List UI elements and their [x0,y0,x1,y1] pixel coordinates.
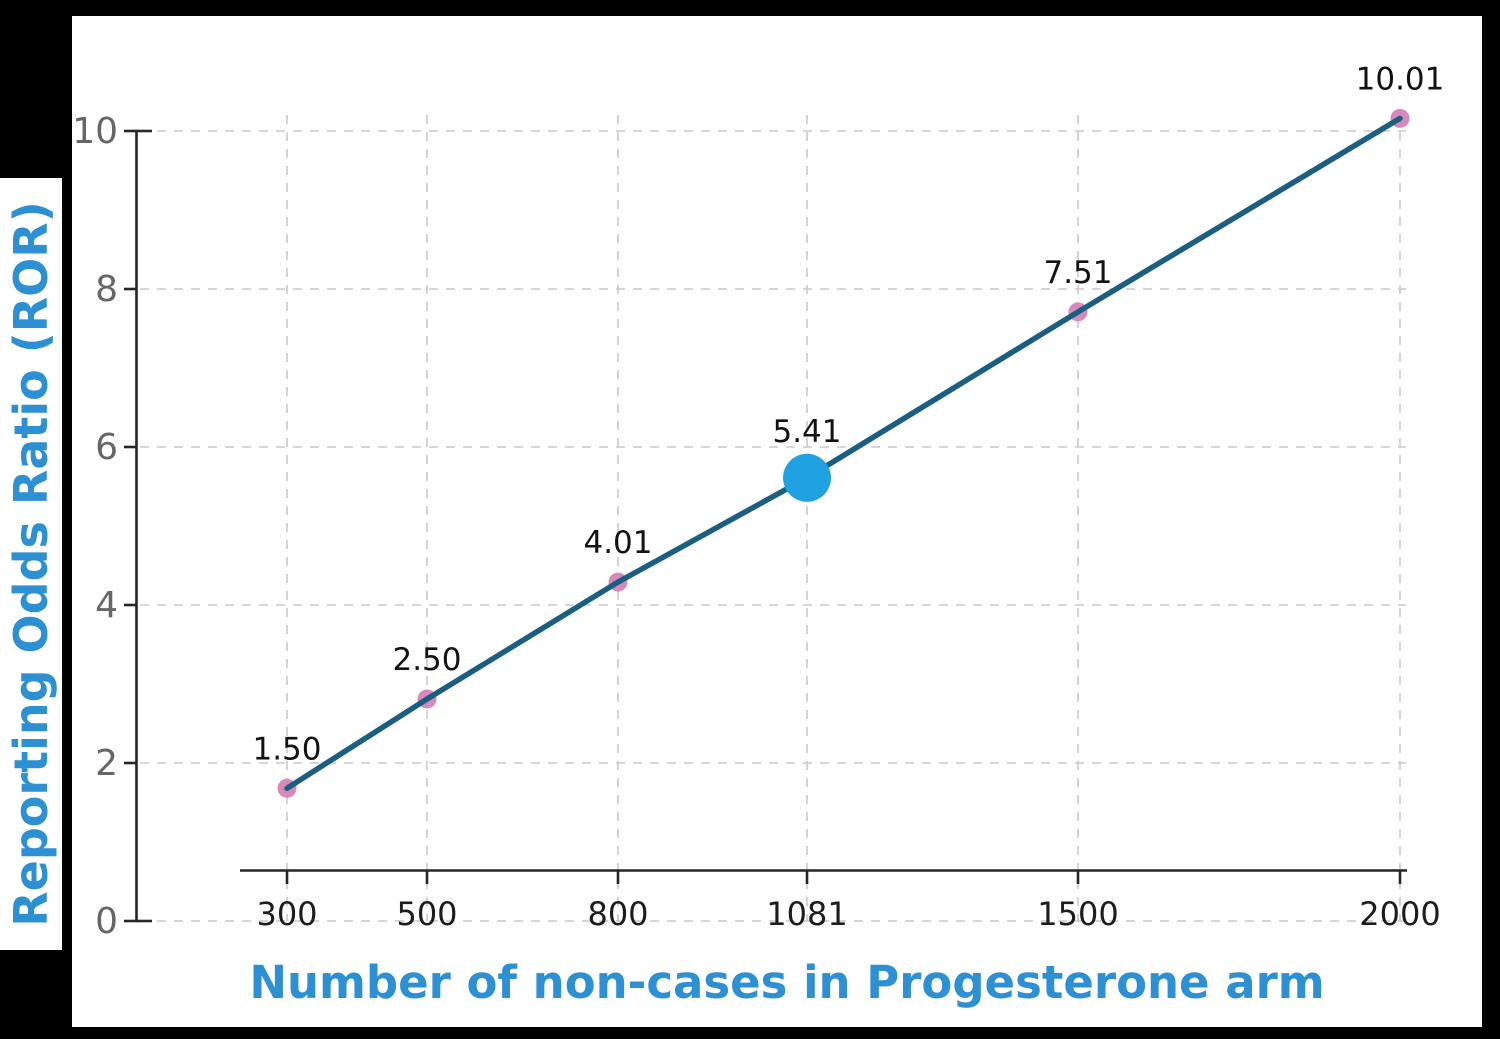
figure-background [72,16,1482,1027]
point-label-800: 4.01 [583,525,652,561]
data-point-highlighted-1081 [783,453,831,502]
x-tick-label-1081: 1081 [766,895,847,933]
y-tick-label-4: 4 [95,585,118,626]
y-tick-label-10: 10 [72,111,118,152]
y-axis-label-box: Reporting Odds Ratio (ROR) [0,178,62,950]
y-tick-label-8: 8 [95,269,118,310]
y-tick-label-0: 0 [95,901,118,942]
x-tick-label-800: 800 [587,895,648,933]
y-tick-label-6: 6 [95,427,118,468]
point-label-1500: 7.51 [1043,255,1112,291]
point-label-500: 2.50 [392,642,461,678]
x-tick-label-500: 500 [396,895,457,933]
y-tick-label-2: 2 [95,743,118,784]
point-label-1081: 5.41 [772,414,841,450]
x-tick-label-300: 300 [256,895,317,933]
point-label-300: 1.50 [252,731,321,767]
x-tick-label-1500: 1500 [1037,895,1118,933]
point-label-2000: 10.01 [1356,61,1445,97]
trend-line [284,115,1403,792]
x-axis-label: Number of non-cases in Progesterone arm [249,956,1325,1009]
x-tick-label-2000: 2000 [1359,895,1440,933]
